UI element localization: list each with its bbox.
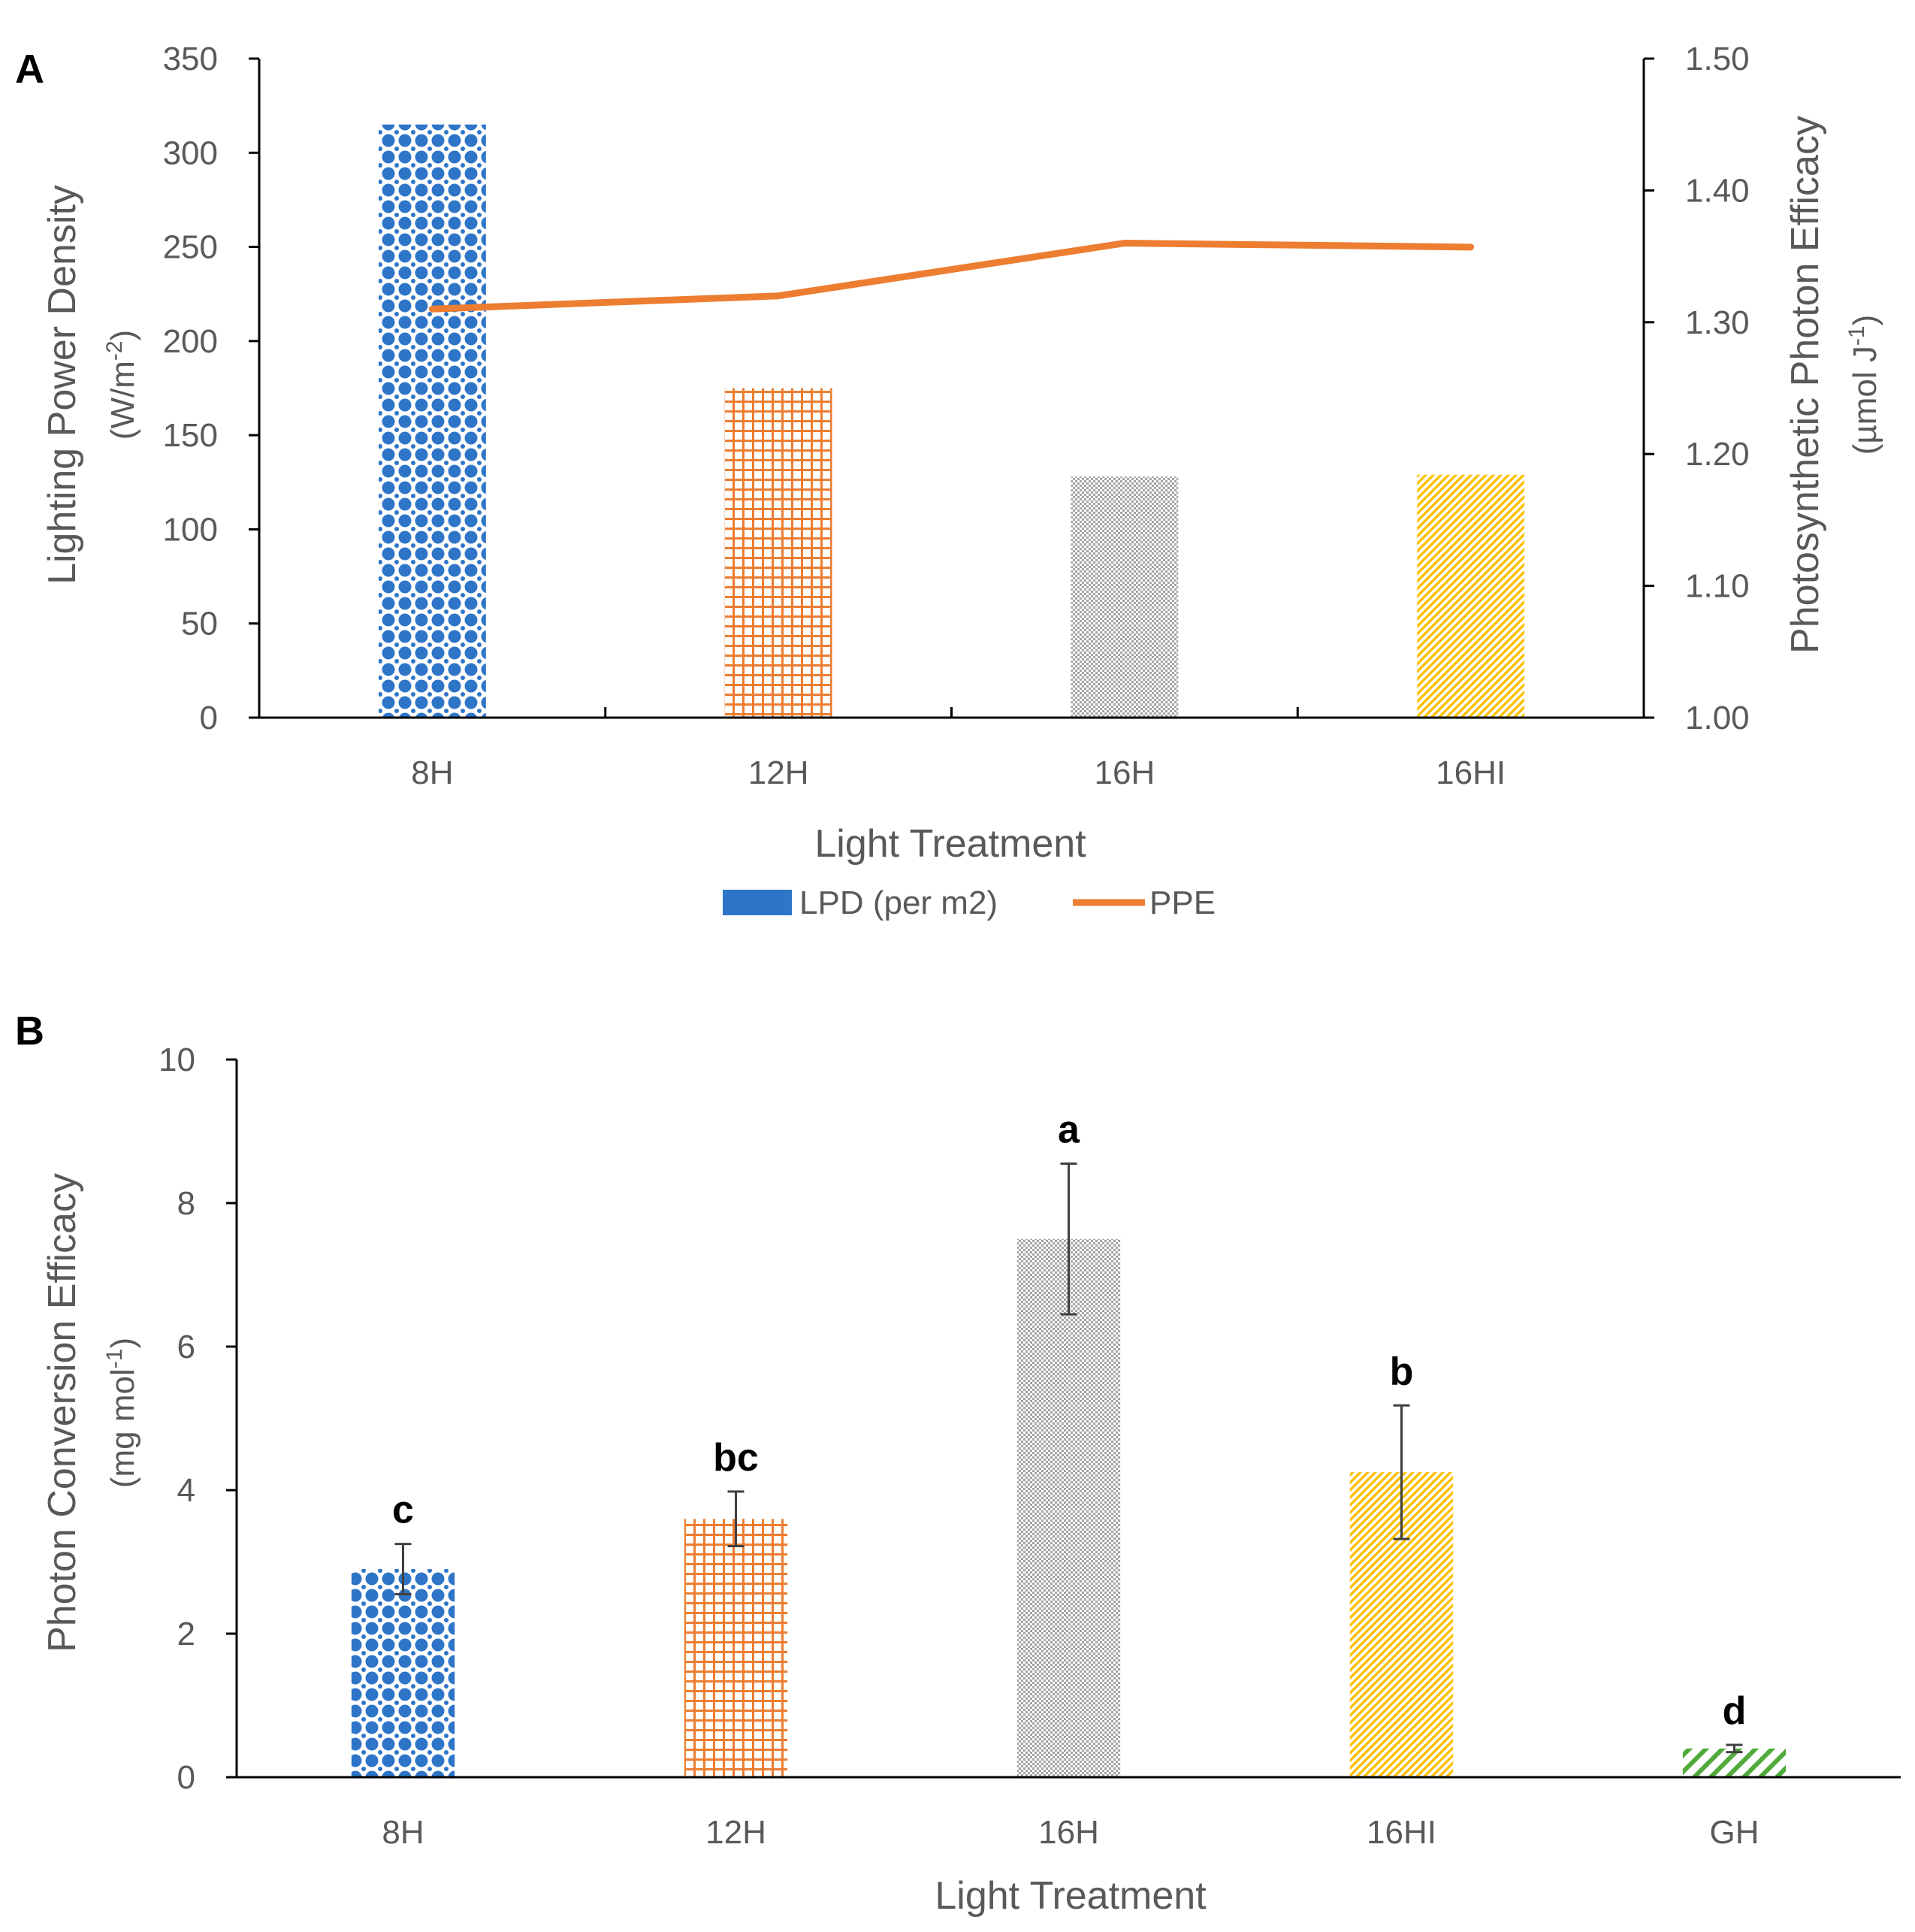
a-ppe-line bbox=[428, 240, 1475, 313]
b-x-ticks: 8H 12H 16H 16HI GH bbox=[382, 1814, 1759, 1851]
a-y-tick-label: 100 bbox=[163, 511, 218, 548]
panel-a: A 0 50 100 150 200 250 300 350 1.00 1.10 1.20 1.30… bbox=[15, 41, 1883, 921]
a-bar-8h bbox=[378, 124, 486, 718]
legend-lpd-swatch bbox=[723, 890, 792, 915]
b-significance-label: d bbox=[1723, 1689, 1747, 1733]
a-y-axis-title: Lighting Power Density bbox=[41, 185, 84, 585]
b-error-bars bbox=[394, 1162, 1743, 1754]
a-axes bbox=[249, 57, 1654, 719]
a-y-tick-label: 0 bbox=[200, 700, 218, 736]
b-y-axis-unit: (mg mol-1) bbox=[102, 1338, 141, 1488]
panel-b-label: B bbox=[15, 1008, 44, 1054]
a-y-unit-prefix: (W/m bbox=[104, 361, 141, 440]
b-x-tick-label: 16H bbox=[1038, 1814, 1099, 1851]
a-bar-16hi bbox=[1417, 474, 1525, 718]
a-y-unit-sup: -2 bbox=[102, 340, 127, 361]
b-x-tick-label: 12H bbox=[705, 1814, 766, 1851]
a-y2-unit-suffix: ) bbox=[1847, 315, 1883, 326]
b-bar-16h bbox=[1016, 1238, 1121, 1777]
b-bar-gh bbox=[1682, 1748, 1787, 1777]
b-y-tick-label: 10 bbox=[159, 1042, 195, 1078]
a-y2-axis-unit: (µmol J-1) bbox=[1844, 315, 1883, 455]
b-x-axis-title: Light Treatment bbox=[935, 1874, 1207, 1918]
panel-b: B 0 2 4 6 8 10 c bc a b d 8H 12H 16H 16HI GH Light Tr… bbox=[15, 1008, 1901, 1918]
a-y-tick-label: 50 bbox=[181, 606, 218, 642]
b-y-tick-label: 4 bbox=[177, 1472, 195, 1509]
a-y2-tick-label: 1.50 bbox=[1685, 41, 1750, 77]
a-y2-unit-sup: -1 bbox=[1844, 325, 1869, 346]
b-y-tick-label: 8 bbox=[177, 1185, 195, 1222]
a-x-tick-label: 12H bbox=[748, 754, 809, 791]
a-ppe-line-group bbox=[428, 240, 1475, 313]
a-y2-tick-label: 1.30 bbox=[1685, 304, 1750, 341]
a-x-tick-label: 8H bbox=[411, 754, 453, 791]
a-y-axis-unit: (W/m-2) bbox=[102, 330, 141, 440]
a-x-axis-title: Light Treatment bbox=[814, 822, 1086, 866]
a-y-ticks: 0 50 100 150 200 250 300 350 bbox=[163, 41, 218, 736]
a-bar-12h bbox=[724, 388, 832, 718]
b-y-ticks: 0 2 4 6 8 10 bbox=[159, 1042, 195, 1796]
a-x-tick-label: 16HI bbox=[1436, 754, 1506, 791]
a-y2-unit-prefix: (µmol J bbox=[1847, 346, 1883, 455]
a-y2-tick-label: 1.00 bbox=[1685, 700, 1750, 736]
b-y-axis-title: Photon Conversion Efficacy bbox=[41, 1173, 84, 1652]
a-bar-16h bbox=[1071, 476, 1179, 718]
b-y-unit-suffix: ) bbox=[104, 1338, 141, 1349]
b-significance-label: bc bbox=[713, 1436, 759, 1480]
b-y-tick-label: 6 bbox=[177, 1329, 195, 1365]
b-axes bbox=[226, 1058, 1901, 1779]
a-legend: LPD (per m2) PPE bbox=[723, 884, 1216, 921]
b-bar-12h bbox=[684, 1519, 788, 1777]
a-y2-ticks: 1.00 1.10 1.20 1.30 1.40 1.50 bbox=[1685, 41, 1750, 736]
b-significance-labels: c bc a b d bbox=[392, 1108, 1746, 1733]
panel-a-label: A bbox=[15, 47, 44, 92]
a-y-tick-label: 150 bbox=[163, 417, 218, 454]
a-y-tick-label: 350 bbox=[163, 41, 218, 77]
a-y-tick-label: 200 bbox=[163, 323, 218, 360]
b-y-unit-prefix: (mg mol bbox=[104, 1368, 141, 1488]
legend-ppe-label: PPE bbox=[1149, 884, 1216, 921]
b-significance-label: c bbox=[392, 1489, 414, 1532]
a-y2-tick-label: 1.40 bbox=[1685, 172, 1750, 209]
b-x-tick-label: GH bbox=[1710, 1814, 1759, 1851]
a-bars bbox=[378, 124, 1525, 718]
b-bar-8h bbox=[351, 1569, 455, 1777]
a-x-ticks: 8H 12H 16H 16HI bbox=[411, 754, 1506, 791]
b-bars bbox=[351, 1238, 1787, 1777]
b-significance-label: b bbox=[1390, 1350, 1414, 1393]
b-y-unit-sup: -1 bbox=[102, 1349, 127, 1369]
a-x-tick-label: 16H bbox=[1095, 754, 1155, 791]
b-significance-label: a bbox=[1058, 1108, 1080, 1151]
b-x-tick-label: 8H bbox=[382, 1814, 424, 1851]
legend-lpd-label: LPD (per m2) bbox=[799, 884, 998, 921]
b-y-tick-label: 0 bbox=[177, 1759, 195, 1796]
b-x-tick-label: 16HI bbox=[1367, 1814, 1436, 1851]
a-y2-tick-label: 1.20 bbox=[1685, 436, 1750, 473]
a-y-tick-label: 300 bbox=[163, 135, 218, 171]
a-y2-tick-label: 1.10 bbox=[1685, 568, 1750, 605]
a-y-unit-suffix: ) bbox=[104, 330, 141, 341]
a-y2-axis-title: Photosynthetic Photon Efficacy bbox=[1784, 116, 1827, 654]
a-y-tick-label: 250 bbox=[163, 229, 218, 266]
b-y-tick-label: 2 bbox=[177, 1616, 195, 1652]
